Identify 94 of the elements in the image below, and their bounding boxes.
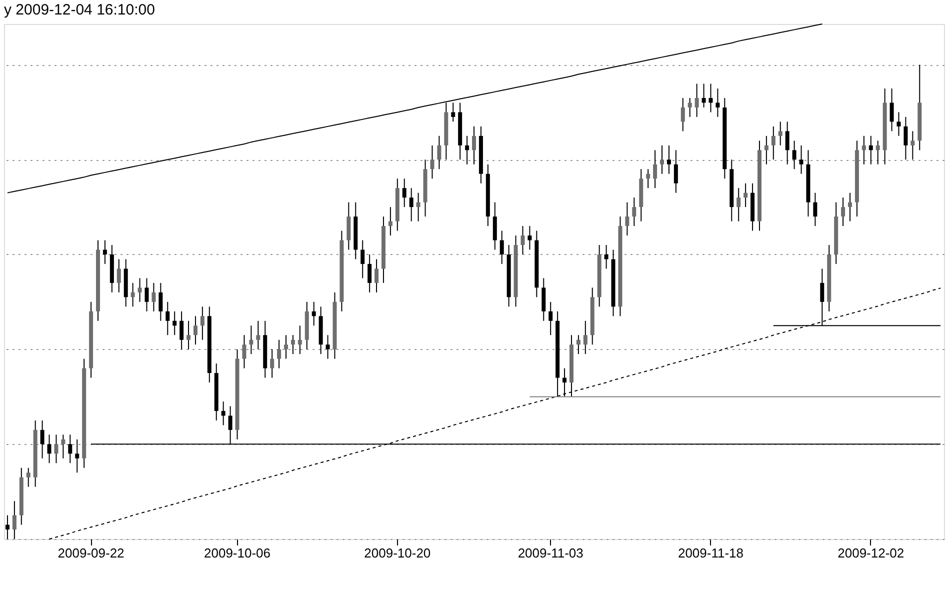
candlestick	[576, 334, 580, 355]
candlestick	[660, 144, 664, 174]
candlestick	[221, 400, 226, 426]
x-tick-label: 2009-10-06	[204, 546, 271, 560]
candlestick	[841, 197, 846, 227]
candlestick	[298, 325, 302, 355]
candlestick	[868, 135, 873, 165]
candlestick	[848, 192, 852, 222]
candlestick	[430, 144, 434, 180]
chart-title: y 2009-12-04 16:10:00	[4, 2, 155, 18]
candlestick	[764, 135, 768, 165]
candlestick	[736, 188, 741, 222]
candlestick	[158, 282, 163, 322]
candlestick	[312, 301, 316, 326]
candlestick	[632, 197, 636, 227]
candlestick	[152, 282, 156, 312]
candlestick	[186, 320, 191, 350]
candlestick	[193, 316, 198, 346]
candlestick	[368, 254, 372, 293]
candlestick	[284, 334, 288, 360]
candlestick	[542, 278, 546, 322]
candlestick	[708, 83, 713, 113]
candlestick	[785, 121, 790, 165]
candlestick	[548, 301, 553, 336]
candlestick	[528, 226, 532, 250]
candlestick	[326, 334, 330, 360]
candlestick	[409, 188, 414, 222]
candlestick	[54, 434, 58, 464]
candlestick	[26, 467, 30, 488]
candlestick	[500, 230, 504, 264]
candlestick	[75, 438, 80, 474]
candlestick	[256, 320, 260, 350]
candlestick	[416, 192, 420, 222]
candlestick	[646, 168, 650, 189]
candlestick	[625, 202, 630, 236]
candlestick	[166, 301, 170, 336]
candlestick	[242, 334, 246, 369]
x-tick-label: 2009-09-22	[58, 546, 124, 560]
x-tick-label: 2009-12-02	[838, 546, 904, 560]
candlestick	[702, 83, 706, 108]
candlestick	[744, 182, 748, 208]
candlestick	[778, 121, 782, 146]
candlestick	[653, 150, 658, 189]
candlestick	[451, 102, 456, 122]
candlestick	[604, 244, 608, 270]
candlestick	[116, 258, 121, 293]
candlestick	[694, 83, 699, 118]
candlestick	[520, 226, 525, 255]
candlestick	[249, 325, 254, 355]
candlestick	[172, 310, 177, 336]
candlestick	[876, 140, 880, 165]
candlestick	[472, 126, 476, 165]
candlestick	[102, 240, 107, 264]
candlestick	[360, 240, 365, 279]
x-tick-label: 2009-10-20	[364, 546, 431, 560]
x-tick-label: 2009-11-03	[518, 546, 584, 560]
candlestick	[12, 500, 16, 540]
candlestick	[5, 514, 10, 540]
candlestick	[144, 278, 149, 312]
candlestick	[374, 258, 379, 293]
candlestick	[890, 88, 894, 132]
candlestick	[200, 306, 204, 340]
candlestick	[674, 150, 678, 194]
candlestick	[666, 144, 671, 174]
candlestick	[799, 144, 804, 174]
x-tick-label: 2009-11-18	[678, 546, 744, 560]
candlestick	[68, 434, 72, 464]
candlestick	[562, 368, 567, 398]
candlestick	[277, 339, 282, 369]
candlestick	[910, 130, 915, 160]
candlestick	[792, 140, 796, 170]
candlestick	[130, 282, 135, 308]
candlestick	[862, 135, 866, 165]
candlestick	[465, 135, 470, 165]
candlestick	[47, 434, 52, 464]
candlestick	[716, 88, 720, 118]
candlestick	[680, 97, 685, 132]
candlestick	[138, 278, 142, 302]
candlestick	[437, 135, 442, 170]
candlestick	[61, 434, 66, 459]
candlestick	[180, 310, 184, 350]
candlestick	[896, 112, 901, 136]
candlestick	[388, 206, 392, 236]
candlestick	[904, 116, 908, 160]
candlestick	[688, 97, 692, 118]
candlestick	[583, 320, 588, 355]
candlestick	[270, 348, 274, 378]
candlestick	[771, 126, 776, 160]
candlestick	[492, 202, 497, 250]
candlestick	[40, 420, 44, 459]
candlestick	[402, 178, 406, 208]
candlestick	[346, 202, 351, 250]
candlestick	[290, 334, 295, 355]
candlestick	[813, 192, 818, 227]
